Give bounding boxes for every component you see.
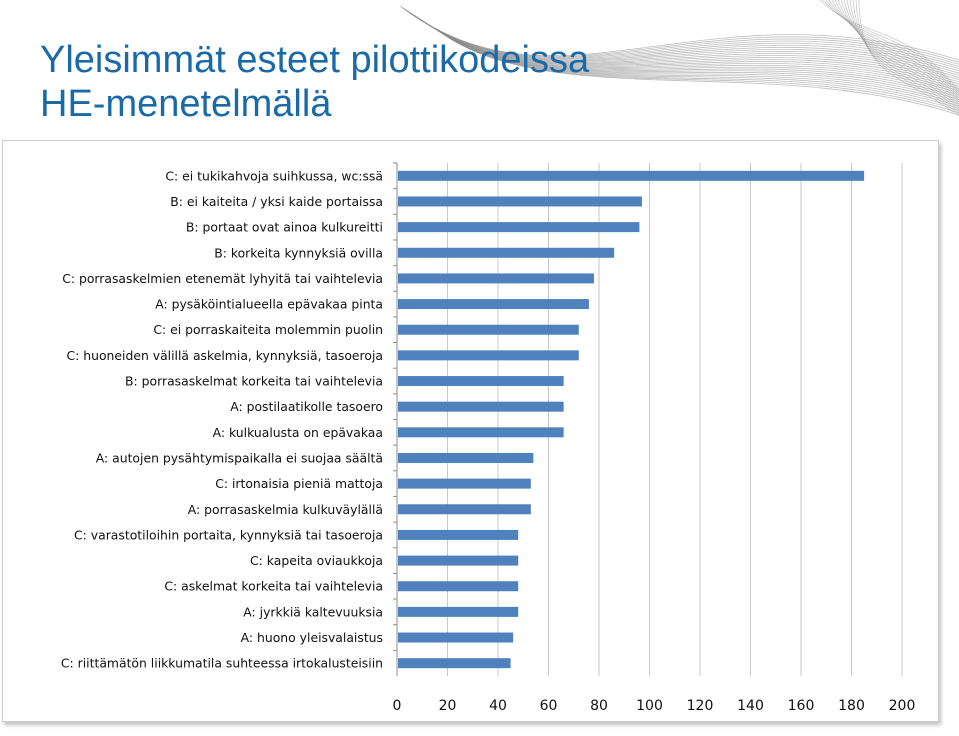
wave-line [819,0,959,91]
bar [398,401,564,412]
category-label: C: askelmat korkeita tai vaihtelevia [164,579,383,594]
category-label: A: jyrkkiä kaltevuuksia [243,604,383,619]
bar [398,170,865,181]
bar [398,478,531,489]
wave-line [834,0,959,101]
wave-line [828,0,959,97]
wave-line [858,0,959,117]
category-label: A: autojen pysähtymispaikalla ei suojaa … [96,450,383,465]
x-tick-label: 20 [439,698,457,714]
bar [398,222,640,233]
bar [398,247,615,258]
bar [398,504,531,515]
x-tick-label: 140 [737,698,764,714]
bar [398,350,579,361]
category-label: C: huoneiden välillä askelmia, kynnyksiä… [66,348,383,363]
x-tick-label: 200 [889,698,916,714]
category-label: B: korkeita kynnyksiä ovilla [214,245,383,260]
category-label: C: ei tukikahvoja suihkussa, wc:ssä [165,168,383,183]
x-tick-label: 80 [590,698,608,714]
bar [398,427,564,438]
x-tick-label: 100 [636,698,663,714]
slide-title: Yleisimmät esteet pilottikodeissa HE-men… [40,38,589,126]
wave-line [840,0,959,105]
category-label: A: huono yleisvalaistus [241,630,383,645]
wave-line [837,0,959,103]
chart-frame: C: ei tukikahvoja suihkussa, wc:ssä B: ei… [2,140,939,722]
bar [398,299,589,310]
slide-title-line-2: HE-menetelmällä [40,83,332,125]
bar [398,196,642,207]
category-label: B: ei kaiteita / yksi kaide portaissa [170,194,383,209]
x-tick-label: 40 [489,698,507,714]
bar [398,581,519,592]
category-label: B: porrasaskelmat korkeita tai vaihtelev… [125,374,383,389]
bar [398,606,519,617]
category-label: C: riittämätön liikkumatila suhteessa ir… [61,656,383,671]
bar [398,273,594,284]
bar [398,555,519,566]
x-tick-label: 180 [838,698,865,714]
wave-line [852,0,959,113]
bar-chart: C: ei tukikahvoja suihkussa, wc:ssä B: ei… [61,162,916,714]
wave-line [849,0,959,111]
category-label: A: porrasaskelmia kulkuväylällä [188,502,383,517]
bar [398,376,564,387]
category-label: C: porrasaskelmien etenemät lyhyitä tai … [62,271,383,286]
category-label: C: varastotiloihin portaita, kynnyksiä t… [74,527,383,542]
wave-line [825,0,959,95]
bar [398,324,579,335]
wave-line [846,0,959,109]
wave-line [831,0,959,99]
wave-line [822,0,959,93]
bar [398,658,511,669]
category-label: C: kapeita oviaukkoja [250,553,383,568]
category-label: A: postilaatikolle tasoero [230,399,383,414]
category-label: C: irtonaisia pieniä mattoja [215,476,383,491]
bar [398,632,514,643]
x-tick-label: 0 [393,698,402,714]
category-label: A: pysäköintialueella epävakaa pinta [155,297,383,312]
wave-line [843,0,959,107]
x-tick-label: 60 [540,698,558,714]
decorative-wave-graphic [399,0,959,117]
category-label: B: portaat ovat ainoa kulkureitti [186,220,383,235]
category-label: A: kulkualusta on epävakaa [213,425,383,440]
wave-line [855,0,959,115]
slide-title-line-1: Yleisimmät esteet pilottikodeissa [40,39,590,81]
wave-line [449,38,959,116]
x-tick-label: 160 [788,698,815,714]
category-label: C: ei porraskaiteita molemmin puolin [153,322,383,337]
x-tick-label: 120 [687,698,714,714]
bar [398,452,534,463]
bar [398,529,519,540]
